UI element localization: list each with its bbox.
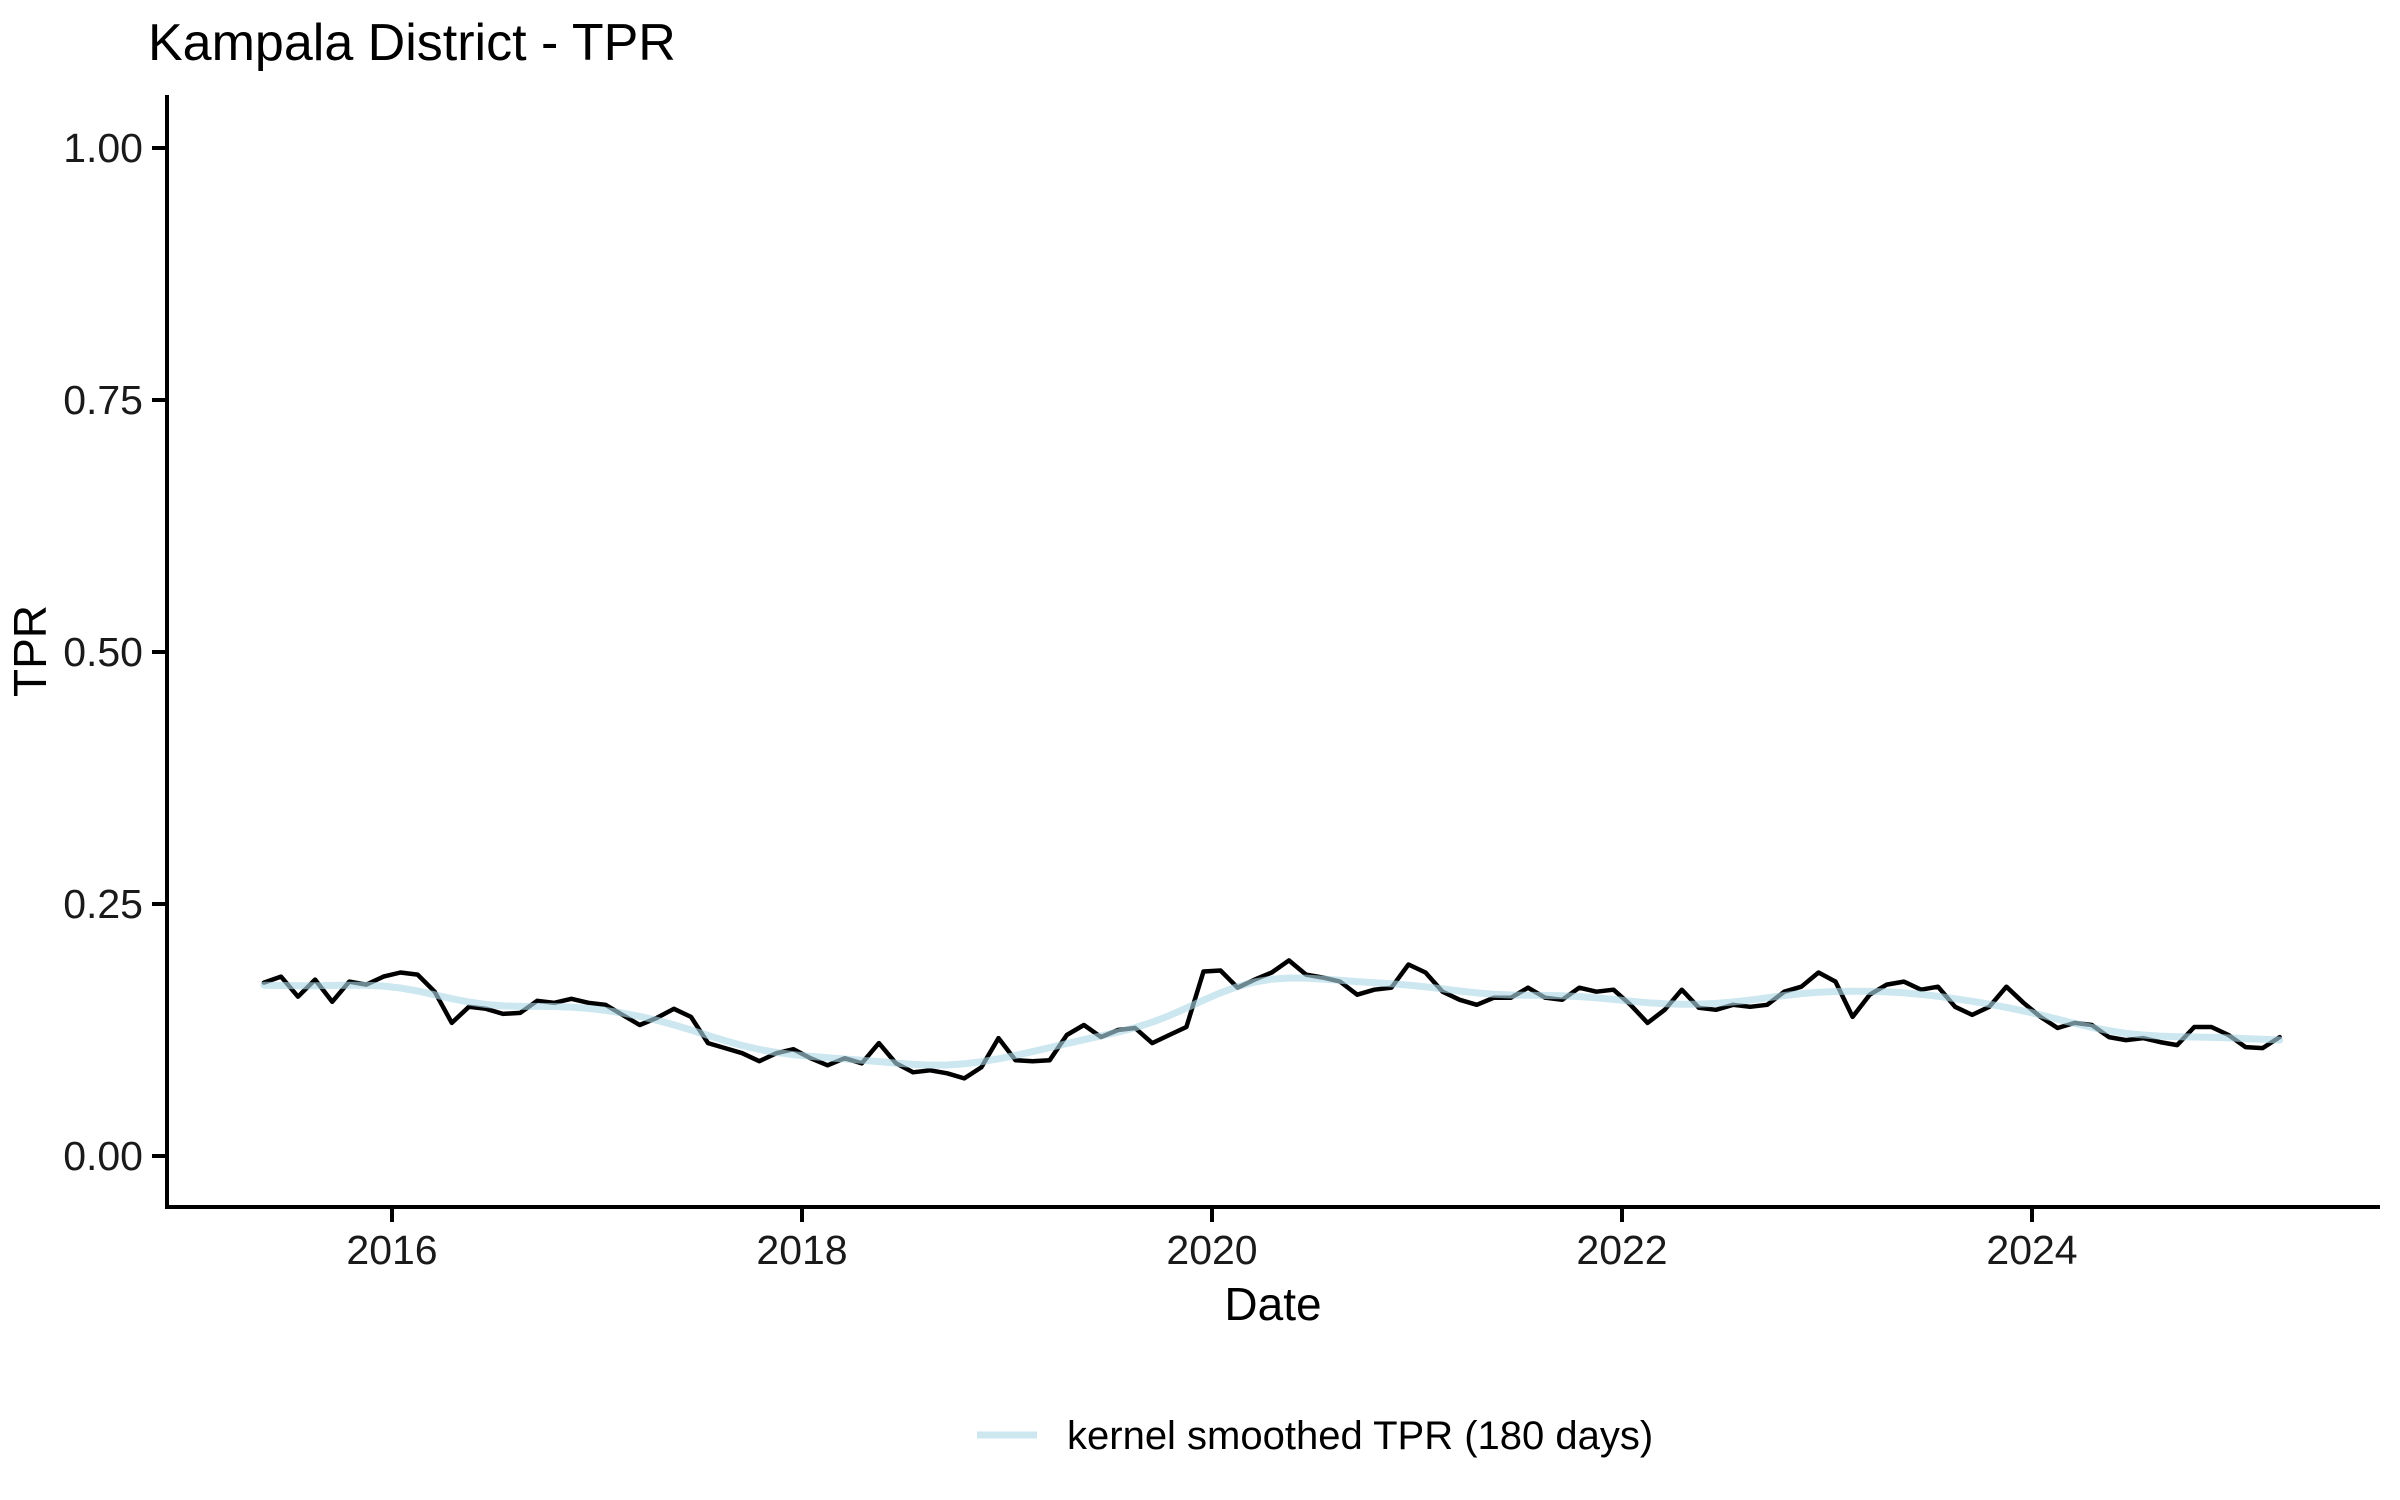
legend-label: kernel smoothed TPR (180 days) <box>1067 1414 1653 1458</box>
x-tick-label: 2016 <box>346 1227 437 1273</box>
y-tick-label: 1.00 <box>63 125 143 171</box>
y-axis-label: TPR <box>4 605 56 697</box>
x-tick-label: 2022 <box>1576 1227 1667 1273</box>
y-tick-label: 0.25 <box>63 881 143 927</box>
x-tick-label: 2020 <box>1166 1227 1257 1273</box>
smoothed-tpr-line <box>260 974 2284 1069</box>
axis-lines <box>165 95 2380 1209</box>
y-tick-label: 0.75 <box>63 377 143 423</box>
y-axis-ticks: 0.00 0.25 0.50 0.75 1.00 <box>63 125 167 1179</box>
y-tick-label: 0.50 <box>63 629 143 675</box>
raw-tpr-line <box>261 958 2282 1081</box>
series-group <box>260 958 2284 1081</box>
y-tick-label: 0.00 <box>63 1133 143 1179</box>
x-axis-label: Date <box>1224 1278 1321 1330</box>
x-tick-label: 2024 <box>1986 1227 2077 1273</box>
chart-title: Kampala District - TPR <box>148 14 676 72</box>
x-axis-ticks: 2016 2018 2020 2022 2024 <box>346 1207 2078 1273</box>
legend: kernel smoothed TPR (180 days) <box>977 1414 1653 1458</box>
x-tick-label: 2018 <box>756 1227 847 1273</box>
